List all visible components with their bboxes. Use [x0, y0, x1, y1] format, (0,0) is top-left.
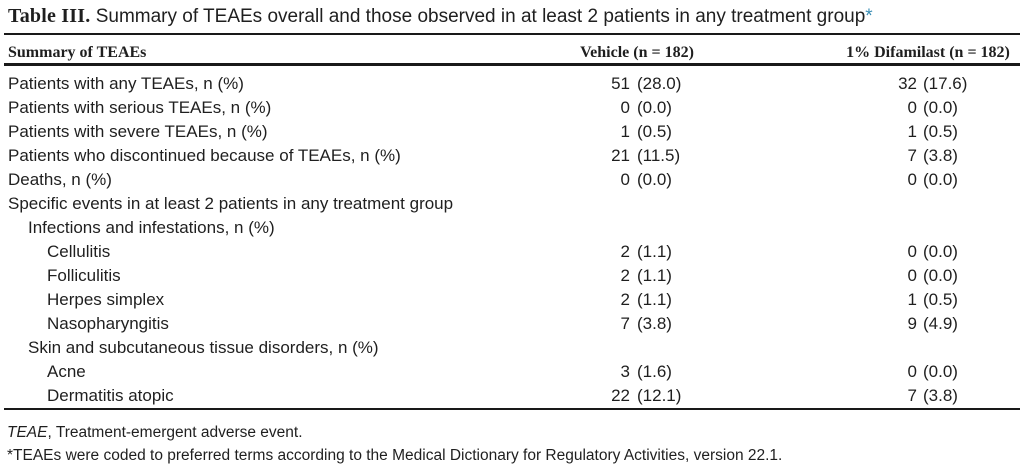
- table-row: Patients who discontinued because of TEA…: [0, 144, 1024, 168]
- difamilast-count: 1: [907, 122, 917, 141]
- difamilast-percent: (17.6): [923, 74, 968, 93]
- difamilast-count: 1: [907, 290, 917, 309]
- table-number: Table III.: [8, 5, 91, 27]
- row-label: Patients with severe TEAEs, n (%): [8, 122, 268, 141]
- difamilast-count: 0: [907, 98, 917, 117]
- vehicle-percent: (11.5): [637, 146, 681, 165]
- row-label: Infections and infestations, n (%): [28, 218, 275, 237]
- footnote-line: *TEAEs were coded to preferred terms acc…: [7, 444, 782, 467]
- row-label: Nasopharyngitis: [47, 314, 169, 333]
- difamilast-percent: (0.0): [923, 266, 958, 285]
- table-row: Nasopharyngitis 7 (3.8) 9 (4.9): [0, 312, 1024, 336]
- difamilast-count: 9: [907, 314, 917, 333]
- table-title: Table III. Summary of TEAEs overall and …: [8, 5, 873, 28]
- vehicle-percent: (1.6): [637, 362, 672, 381]
- header-rule: [4, 63, 1020, 66]
- vehicle-count: 2: [620, 290, 630, 309]
- difamilast-count: 7: [907, 146, 917, 165]
- difamilast-percent: (0.0): [923, 170, 958, 189]
- vehicle-percent: (12.1): [637, 386, 682, 405]
- row-label: Patients with any TEAEs, n (%): [8, 74, 244, 93]
- table-row: Folliculitis 2 (1.1) 0 (0.0): [0, 264, 1024, 288]
- difamilast-percent: (0.5): [923, 122, 958, 141]
- vehicle-count: 22: [611, 386, 630, 405]
- difamilast-percent: (4.9): [923, 314, 958, 333]
- table-row: Deaths, n (%) 0 (0.0) 0 (0.0): [0, 168, 1024, 192]
- difamilast-percent: (0.0): [923, 98, 958, 117]
- row-label: Skin and subcutaneous tissue disorders, …: [28, 338, 379, 357]
- vehicle-percent: (3.8): [637, 314, 672, 333]
- row-label: Herpes simplex: [47, 290, 165, 309]
- difamilast-percent: (3.8): [923, 386, 958, 405]
- row-label: Specific events in at least 2 patients i…: [8, 194, 454, 213]
- table-row: Skin and subcutaneous tissue disorders, …: [0, 336, 1024, 360]
- row-label: Acne: [47, 362, 86, 381]
- vehicle-count: 2: [620, 242, 630, 261]
- vehicle-percent: (1.1): [637, 290, 672, 309]
- bottom-rule: [4, 408, 1020, 410]
- table-row: Infections and infestations, n (%): [0, 216, 1024, 240]
- header-difamilast-column: 1% Difamilast (n = 182): [846, 44, 1010, 61]
- table-row: Patients with severe TEAEs, n (%) 1 (0.5…: [0, 120, 1024, 144]
- difamilast-percent: (0.0): [923, 362, 958, 381]
- difamilast-percent: (0.0): [923, 242, 958, 261]
- difamilast-count: 32: [898, 74, 917, 93]
- difamilast-count: 7: [907, 386, 917, 405]
- row-label: Patients who discontinued because of TEA…: [8, 146, 401, 165]
- footnote-line: TEAE, Treatment-emergent adverse event.: [7, 421, 782, 444]
- table-row: Herpes simplex 2 (1.1) 1 (0.5): [0, 288, 1024, 312]
- difamilast-percent: (0.5): [923, 290, 958, 309]
- table-body: Patients with any TEAEs, n (%) 51 (28.0)…: [0, 72, 1024, 408]
- difamilast-percent: (3.8): [923, 146, 958, 165]
- table-caption: Summary of TEAEs overall and those obser…: [90, 6, 866, 27]
- difamilast-count: 0: [907, 266, 917, 285]
- vehicle-percent: (0.0): [637, 98, 672, 117]
- table-row: Dermatitis atopic 22 (12.1) 7 (3.8): [0, 384, 1024, 408]
- vehicle-count: 3: [620, 362, 630, 381]
- footnotes: TEAE, Treatment-emergent adverse event. …: [7, 421, 782, 467]
- caption-asterisk: *: [865, 6, 873, 27]
- vehicle-percent: (0.5): [637, 122, 672, 141]
- difamilast-count: 0: [907, 242, 917, 261]
- difamilast-count: 0: [907, 362, 917, 381]
- row-label: Patients with serious TEAEs, n (%): [8, 98, 272, 117]
- table-row: Specific events in at least 2 patients i…: [0, 192, 1024, 216]
- vehicle-percent: (1.1): [637, 266, 672, 285]
- table-row: Cellulitis 2 (1.1) 0 (0.0): [0, 240, 1024, 264]
- vehicle-count: 0: [620, 170, 630, 189]
- header-summary-of-teaes: Summary of TEAEs: [8, 44, 147, 61]
- vehicle-percent: (1.1): [637, 242, 672, 261]
- header-vehicle-column: Vehicle (n = 182): [580, 44, 694, 61]
- difamilast-count: 0: [907, 170, 917, 189]
- table-header-row: Summary of TEAEs Vehicle (n = 182) 1% Di…: [0, 43, 1024, 63]
- table-row: Patients with serious TEAEs, n (%) 0 (0.…: [0, 96, 1024, 120]
- footnote-text: , Treatment-emergent adverse event.: [47, 424, 303, 441]
- row-label: Folliculitis: [47, 266, 121, 285]
- vehicle-percent: (0.0): [637, 170, 672, 189]
- row-label: Cellulitis: [47, 242, 111, 261]
- vehicle-count: 2: [620, 266, 630, 285]
- vehicle-count: 7: [620, 314, 630, 333]
- vehicle-percent: (28.0): [637, 74, 682, 93]
- footnote-italic-term: TEAE: [7, 424, 48, 441]
- vehicle-count: 21: [611, 146, 630, 165]
- row-label: Dermatitis atopic: [47, 386, 174, 405]
- vehicle-count: 51: [611, 74, 630, 93]
- vehicle-count: 0: [620, 98, 630, 117]
- table-row: Patients with any TEAEs, n (%) 51 (28.0)…: [0, 72, 1024, 96]
- top-rule: [4, 33, 1020, 35]
- row-label: Deaths, n (%): [8, 170, 112, 189]
- footnote-text: *TEAEs were coded to preferred terms acc…: [7, 447, 783, 464]
- table-row: Acne 3 (1.6) 0 (0.0): [0, 360, 1024, 384]
- vehicle-count: 1: [620, 122, 630, 141]
